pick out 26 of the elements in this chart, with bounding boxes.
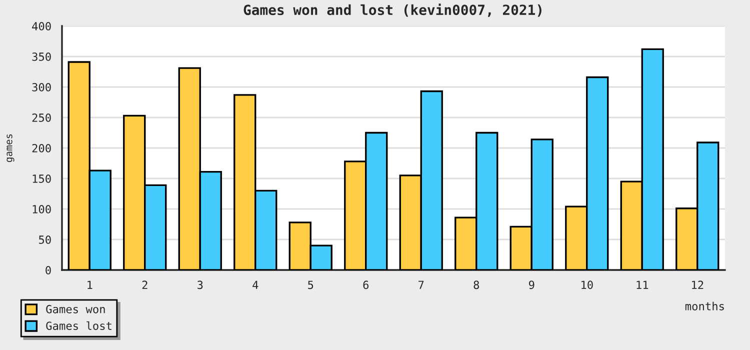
- x-tick-label: 3: [198, 280, 203, 290]
- legend-label: Games lost: [46, 321, 112, 330]
- x-tick-label: 6: [363, 280, 368, 290]
- y-tick-label: 250: [32, 114, 51, 122]
- legend-label: Games won: [46, 304, 105, 314]
- x-tick-label: 9: [528, 280, 534, 290]
- y-tick-label: 400: [32, 22, 51, 30]
- x-tick-label: 7: [418, 280, 424, 289]
- x-tick-label: 8: [474, 280, 480, 290]
- y-tick-label: 0: [46, 266, 51, 274]
- y-tick-label: 150: [32, 174, 51, 183]
- x-tick-label: 11: [636, 280, 648, 289]
- y-tick-label: 100: [32, 205, 51, 214]
- x-tick-label: 2: [142, 280, 148, 289]
- x-tick-label: 10: [582, 280, 593, 290]
- y-tick-label: 200: [32, 144, 51, 152]
- x-tick-label: 1: [88, 280, 92, 289]
- y-axis-title: games: [6, 134, 14, 162]
- x-tick-label: 5: [308, 280, 314, 290]
- y-tick-label: 350: [32, 52, 51, 61]
- x-tick-label: 4: [252, 280, 258, 289]
- y-tick-label: 50: [38, 236, 51, 244]
- x-tick-label: 12: [692, 280, 704, 289]
- y-tick-label: 300: [32, 83, 51, 92]
- x-axis-title: months: [685, 302, 724, 310]
- chart-title: Games won and lost (kevin0007, 2021): [244, 4, 542, 17]
